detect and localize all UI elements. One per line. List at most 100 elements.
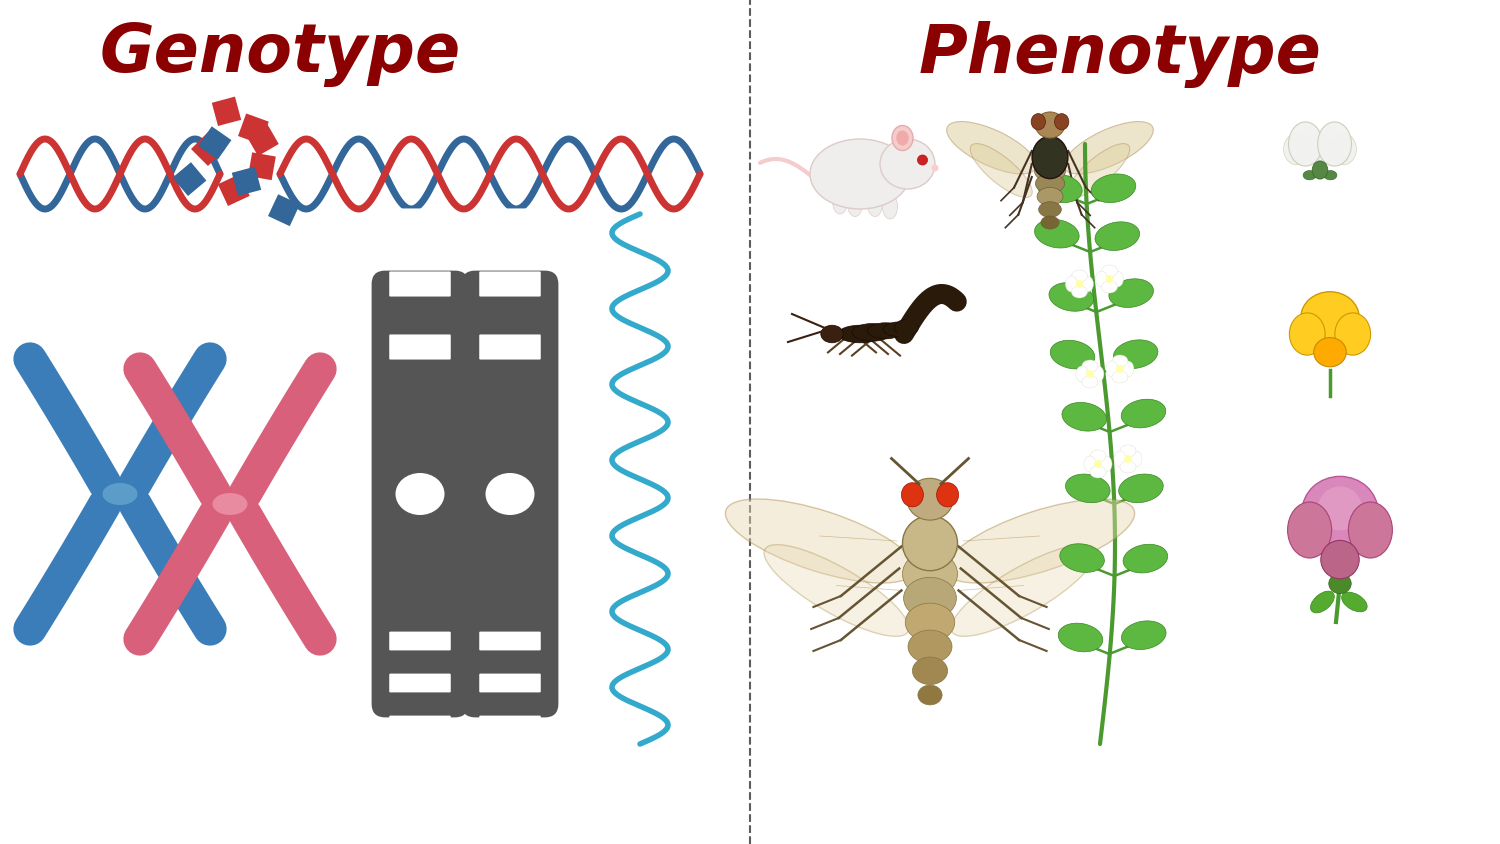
Ellipse shape — [1041, 216, 1059, 229]
Ellipse shape — [1062, 403, 1107, 431]
FancyBboxPatch shape — [480, 272, 540, 296]
Ellipse shape — [1065, 474, 1110, 503]
Ellipse shape — [1324, 170, 1336, 180]
Ellipse shape — [1100, 456, 1112, 472]
Ellipse shape — [213, 493, 248, 515]
Ellipse shape — [903, 516, 957, 571]
Ellipse shape — [912, 657, 948, 684]
Ellipse shape — [1322, 540, 1359, 579]
Ellipse shape — [1287, 502, 1332, 558]
Ellipse shape — [1076, 366, 1088, 382]
Ellipse shape — [1112, 271, 1124, 287]
Ellipse shape — [1317, 122, 1352, 166]
Ellipse shape — [1090, 466, 1106, 478]
FancyBboxPatch shape — [480, 208, 540, 234]
Bar — [238, 113, 268, 144]
Ellipse shape — [847, 192, 862, 217]
Ellipse shape — [839, 325, 882, 343]
FancyBboxPatch shape — [390, 787, 452, 806]
Ellipse shape — [1050, 340, 1095, 369]
Ellipse shape — [1114, 451, 1126, 467]
Ellipse shape — [1095, 271, 1107, 287]
Ellipse shape — [1112, 371, 1128, 383]
Bar — [198, 127, 231, 160]
Ellipse shape — [102, 483, 138, 505]
FancyBboxPatch shape — [390, 758, 452, 776]
Ellipse shape — [903, 551, 957, 597]
Ellipse shape — [1284, 133, 1310, 165]
Ellipse shape — [764, 544, 909, 636]
Ellipse shape — [1318, 486, 1362, 530]
Ellipse shape — [1054, 114, 1070, 130]
Circle shape — [1086, 370, 1094, 378]
Ellipse shape — [833, 189, 848, 214]
FancyBboxPatch shape — [480, 334, 540, 360]
Ellipse shape — [908, 630, 952, 663]
Ellipse shape — [903, 577, 957, 619]
Ellipse shape — [1329, 574, 1352, 593]
Ellipse shape — [904, 603, 954, 641]
Ellipse shape — [396, 473, 444, 515]
Ellipse shape — [1304, 170, 1316, 180]
Ellipse shape — [1106, 361, 1118, 377]
Circle shape — [932, 165, 939, 171]
Ellipse shape — [1120, 461, 1136, 473]
Ellipse shape — [1038, 202, 1062, 217]
Ellipse shape — [1082, 360, 1098, 372]
Ellipse shape — [867, 192, 882, 217]
Ellipse shape — [1348, 502, 1392, 558]
Ellipse shape — [1122, 621, 1166, 650]
Circle shape — [918, 155, 927, 165]
Ellipse shape — [1035, 219, 1078, 248]
Ellipse shape — [896, 131, 909, 145]
Ellipse shape — [951, 544, 1096, 636]
FancyBboxPatch shape — [374, 272, 466, 716]
Ellipse shape — [1314, 338, 1347, 367]
Bar — [232, 166, 261, 196]
FancyBboxPatch shape — [480, 787, 540, 806]
Ellipse shape — [486, 473, 534, 515]
Ellipse shape — [1082, 276, 1094, 292]
Circle shape — [1116, 365, 1124, 373]
Text: Phenotype: Phenotype — [918, 20, 1322, 88]
Ellipse shape — [1071, 286, 1088, 298]
Ellipse shape — [970, 143, 1032, 197]
Bar — [211, 96, 242, 126]
Ellipse shape — [1120, 445, 1136, 457]
Ellipse shape — [902, 483, 924, 507]
Ellipse shape — [1302, 476, 1378, 547]
Circle shape — [1076, 280, 1083, 288]
Ellipse shape — [1101, 265, 1118, 277]
Ellipse shape — [894, 320, 918, 336]
FancyBboxPatch shape — [480, 716, 540, 734]
FancyBboxPatch shape — [390, 208, 452, 234]
Ellipse shape — [1312, 161, 1328, 179]
Ellipse shape — [1084, 456, 1096, 472]
Ellipse shape — [810, 139, 910, 209]
Ellipse shape — [1035, 174, 1065, 193]
Ellipse shape — [1035, 160, 1065, 181]
Ellipse shape — [1330, 133, 1356, 165]
Ellipse shape — [821, 325, 843, 343]
Ellipse shape — [1119, 474, 1162, 503]
Ellipse shape — [882, 194, 897, 219]
FancyBboxPatch shape — [390, 674, 452, 692]
Ellipse shape — [1060, 544, 1104, 572]
Circle shape — [1124, 455, 1132, 463]
Ellipse shape — [1058, 623, 1102, 652]
Circle shape — [1094, 460, 1102, 468]
Ellipse shape — [1112, 355, 1128, 367]
Ellipse shape — [936, 483, 958, 507]
Ellipse shape — [1048, 283, 1094, 311]
Circle shape — [1106, 275, 1113, 283]
Ellipse shape — [884, 322, 914, 337]
Ellipse shape — [1090, 450, 1106, 462]
Bar — [217, 174, 250, 206]
Ellipse shape — [1068, 143, 1130, 197]
Ellipse shape — [1311, 591, 1335, 613]
Ellipse shape — [1032, 137, 1068, 179]
Ellipse shape — [1071, 270, 1088, 282]
Bar — [248, 153, 276, 180]
Bar — [172, 162, 207, 196]
Ellipse shape — [1341, 592, 1366, 612]
